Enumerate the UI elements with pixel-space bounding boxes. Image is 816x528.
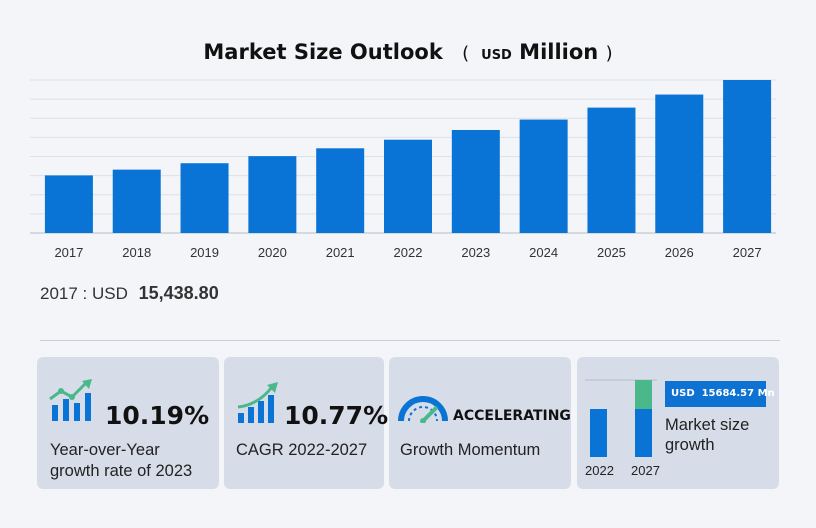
cagr-caption: CAGR 2022-2027 xyxy=(236,441,368,459)
momentum-card: ACCELERATING Growth Momentum xyxy=(389,357,571,489)
bar-2025 xyxy=(587,107,636,233)
mini-bar-2022 xyxy=(590,409,607,457)
market-size-growth-card xyxy=(577,357,779,489)
yoy-caption-line1: Year-over-Year xyxy=(50,441,160,459)
cagr-value: 10.77% xyxy=(284,401,389,430)
x-tick-label: 2021 xyxy=(326,245,355,260)
growth-value-badge: USD 15684.57 Mn xyxy=(665,381,775,407)
chart-title: Market Size Outlook ( USD Million ) xyxy=(0,40,816,64)
title-currency: USD xyxy=(481,48,512,63)
growth-label-line1: Market size xyxy=(665,416,750,434)
yoy-caption-line2: growth rate of 2023 xyxy=(50,462,193,480)
bar-2024 xyxy=(519,119,568,233)
x-tick-label: 2026 xyxy=(665,245,694,260)
x-tick-label: 2024 xyxy=(529,245,558,260)
title-paren-close: ) xyxy=(605,43,613,64)
bar-2021 xyxy=(316,148,365,233)
momentum-value: ACCELERATING xyxy=(453,408,571,424)
bar-2017 xyxy=(44,175,93,233)
momentum-caption: Growth Momentum xyxy=(400,441,541,459)
bar-2018 xyxy=(112,169,161,233)
mini-year-start: 2022 xyxy=(585,463,614,478)
x-tick-label: 2018 xyxy=(122,245,151,260)
chart-title-text: Market Size Outlook xyxy=(203,40,443,64)
base-year-label: 2017 : USD xyxy=(40,284,128,303)
speedometer-icon xyxy=(398,396,448,423)
mini-bar-growth-segment xyxy=(635,380,652,409)
base-year-value: 2017 : USD 15,438.80 xyxy=(40,283,219,304)
bar-2022 xyxy=(384,139,432,233)
x-tick-label: 2017 xyxy=(54,245,83,260)
bar-2019 xyxy=(180,163,229,233)
mini-year-end: 2027 xyxy=(631,463,660,478)
bar-2023 xyxy=(451,130,500,233)
title-unit: Million xyxy=(519,40,599,64)
x-tick-label: 2020 xyxy=(258,245,287,260)
mini-growth-chart xyxy=(585,379,657,457)
growth-label-line2: growth xyxy=(665,436,715,454)
base-year-number: 15,438.80 xyxy=(138,283,219,303)
x-tick-label: 2023 xyxy=(461,245,490,260)
bar-2027 xyxy=(723,80,772,233)
bar-chart: 2017 2018 2019 2020 2021 2022 2023 2024 2025 2026… xyxy=(30,79,776,260)
x-tick-label: 2027 xyxy=(733,245,762,260)
bar-2020 xyxy=(248,156,297,233)
mini-bar-2027 xyxy=(635,409,652,457)
bar-2026 xyxy=(655,94,704,234)
growth-chart-icon xyxy=(49,379,92,421)
growth-badge-value: 15684.57 Mn xyxy=(701,388,775,399)
x-tick-label: 2025 xyxy=(597,245,626,260)
trend-up-chart-icon xyxy=(237,382,278,423)
market-size-growth-label: Market size growth xyxy=(665,415,749,455)
yoy-growth-value: 10.19% xyxy=(105,401,210,430)
cagr-card: 10.77% CAGR 2022-2027 xyxy=(224,357,388,489)
x-tick-label: 2019 xyxy=(190,245,219,260)
section-divider xyxy=(40,340,780,341)
x-tick-label: 2022 xyxy=(394,245,423,260)
growth-badge-currency: USD xyxy=(671,388,695,399)
yoy-growth-card: 10.19% Year-over-Year growth rate of 202… xyxy=(37,357,219,489)
yoy-growth-caption: Year-over-Year growth rate of 2023 xyxy=(50,440,192,482)
title-paren-open: ( xyxy=(462,43,470,64)
